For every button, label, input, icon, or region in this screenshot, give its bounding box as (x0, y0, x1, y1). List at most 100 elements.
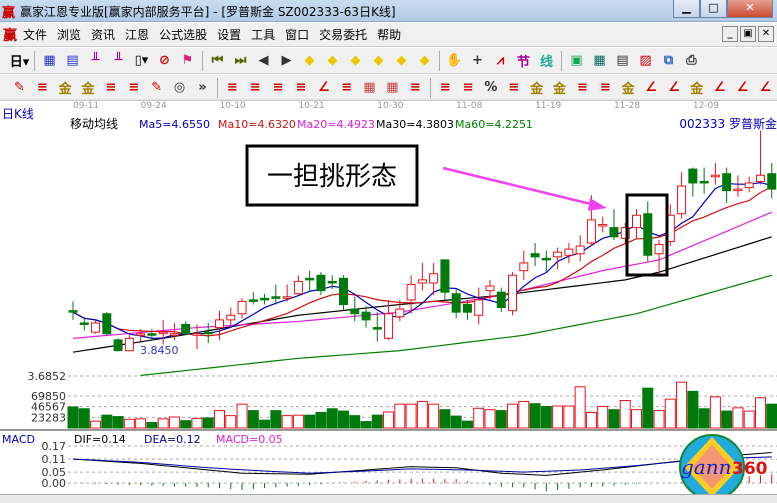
close-button[interactable]: ✕ (727, 0, 773, 18)
mdi-restore-button[interactable]: ▣ (740, 26, 756, 42)
menu-item-8[interactable]: 交易委托 (319, 28, 368, 42)
calendar-icon[interactable]: ▣ (570, 53, 583, 68)
candle (169, 322, 179, 340)
diamond-left-icon[interactable]: ◆ (304, 53, 315, 68)
diamond-shrink-icon[interactable]: ◆ (373, 53, 384, 68)
volume-bar (484, 409, 496, 429)
bars9-icon[interactable]: ╨ (114, 53, 123, 68)
left-icon[interactable]: ◀ (258, 53, 269, 68)
volume-bar (78, 408, 90, 429)
candle-body (744, 182, 754, 189)
f-angle-icon[interactable]: ∠ (668, 80, 680, 95)
gold1-icon[interactable]: 金 (58, 82, 72, 97)
spiral-icon[interactable]: ≡ (128, 80, 140, 95)
menu-item-5[interactable]: 设置 (217, 28, 242, 42)
first-icon[interactable]: ⏮ (211, 53, 224, 68)
flag-icon[interactable]: ⚑ (181, 53, 194, 68)
candle (519, 250, 529, 280)
menu-item-2[interactable]: 资讯 (91, 28, 116, 42)
wave-icon[interactable]: ≡ (599, 80, 611, 95)
angle-icon[interactable]: ∠ (317, 80, 330, 95)
shen-angle-icon[interactable]: ∠ (713, 80, 726, 95)
right-icon[interactable]: ▶ (281, 53, 292, 68)
diamond-up-icon[interactable]: ◆ (396, 53, 407, 68)
macd-axis-label: 0.05 (42, 466, 67, 479)
gann-square-icon[interactable]: ≡ (295, 80, 307, 95)
fan-icon[interactable]: ≡ (105, 80, 117, 95)
network-icon[interactable]: ⧉ (663, 53, 674, 68)
hand-icon[interactable]: ✋ (446, 53, 463, 68)
period-day-dropdown[interactable]: 日▾ (9, 55, 30, 70)
minimize-button[interactable]: ▁ (673, 0, 700, 18)
ruler-icon[interactable]: ≡ (439, 80, 451, 95)
volume-bar (473, 407, 485, 429)
volume-bar (101, 414, 113, 429)
more-icon[interactable]: » (198, 80, 207, 95)
ban-icon[interactable]: ⊘ (159, 53, 170, 68)
zigzag-icon[interactable]: ≡ (341, 80, 353, 95)
gold-bar-icon[interactable]: 金 (621, 82, 635, 97)
diamond-down-icon[interactable]: ◆ (419, 53, 430, 68)
window-icon[interactable]: ▦ (43, 53, 56, 68)
date-tick-label: 10-21 (298, 101, 324, 111)
trend-icon[interactable]: ⩘ (496, 53, 505, 68)
menu-item-9[interactable]: 帮助 (377, 28, 402, 42)
candle-body (632, 214, 641, 229)
box-icon[interactable]: ≡ (226, 80, 238, 95)
grid1-icon[interactable]: ▦ (363, 80, 376, 95)
calculator-icon[interactable]: ▦ (593, 53, 606, 68)
gold-circle-icon[interactable]: 金 (530, 82, 544, 97)
candle-body (305, 277, 315, 281)
draw-pen-icon[interactable]: ✎ (13, 80, 25, 95)
last-icon[interactable]: ⏭ (234, 53, 247, 68)
notebook-icon[interactable]: ▤ (616, 53, 629, 68)
pencil-icon[interactable]: ≡ (576, 80, 588, 95)
menu-item-6[interactable]: 工具 (251, 28, 276, 42)
volume-bar (202, 417, 214, 429)
crosshair-icon[interactable]: + (472, 53, 483, 68)
ying-angle-icon[interactable]: ∠ (736, 80, 749, 95)
candle (350, 296, 360, 322)
gold2-icon[interactable]: 金 (81, 82, 95, 97)
parallel-icon[interactable]: ≡ (36, 80, 48, 95)
gold-angle-icon[interactable]: 金 (690, 82, 704, 97)
volume-bar (180, 420, 192, 429)
si-angle-icon[interactable]: ∠ (759, 80, 772, 95)
menu-item-0[interactable]: 文件 (23, 28, 48, 42)
lines-icon[interactable]: ≡ (409, 80, 421, 95)
menu-item-1[interactable]: 浏览 (57, 28, 82, 42)
candle-dropdown[interactable]: ▯▾ (134, 53, 149, 68)
bars3-icon[interactable]: ╨ (91, 53, 100, 68)
volume-bar (214, 410, 226, 429)
candle-body (192, 333, 202, 336)
section-icon[interactable]: 节 (516, 55, 530, 70)
pen-icon[interactable]: ✎ (151, 80, 163, 95)
percent-lines-icon[interactable]: ≡ (508, 80, 520, 95)
candle-body (102, 313, 112, 335)
percent-line-icon[interactable]: ≡ (462, 80, 474, 95)
print-icon[interactable]: ⎙ (686, 53, 697, 68)
notes-icon[interactable]: ▤ (66, 53, 79, 68)
grid2-icon[interactable]: ▦ (386, 80, 399, 95)
j-angle-icon[interactable]: ∠ (645, 80, 657, 95)
percent-icon[interactable]: % (484, 80, 498, 95)
candle (237, 298, 247, 319)
diamond-right-icon[interactable]: ◆ (327, 53, 338, 68)
ma30-value: Ma30=4.3803 (376, 118, 454, 131)
gann-fan-icon[interactable]: ≡ (249, 80, 261, 95)
mdi-minimize-button[interactable]: _ (722, 26, 738, 42)
mdi-close-button[interactable]: ✕ (758, 26, 774, 42)
gold-lines-icon[interactable]: 金 (553, 82, 567, 97)
maximize-button[interactable]: □ (700, 0, 727, 18)
gann-box-icon[interactable]: ≡ (272, 80, 284, 95)
volume-bar (563, 405, 575, 429)
circle-icon[interactable]: ◎ (173, 80, 186, 95)
diamond-expand-icon[interactable]: ◆ (350, 53, 361, 68)
save-icon[interactable]: ▨ (639, 53, 652, 68)
menu-item-3[interactable]: 江恩 (125, 28, 150, 42)
menu-item-4[interactable]: 公式选股 (159, 28, 208, 42)
formula-icon[interactable]: 线 (539, 55, 553, 70)
candle-body (677, 185, 687, 215)
menu-item-7[interactable]: 窗口 (285, 28, 310, 42)
